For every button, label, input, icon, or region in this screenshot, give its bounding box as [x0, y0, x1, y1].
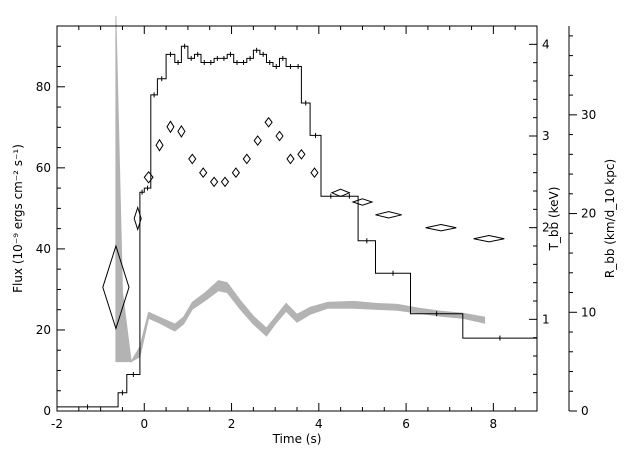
flux-tick-label: 40 — [36, 242, 51, 256]
tbb-diamond — [209, 176, 219, 188]
tbb-diamond — [102, 244, 130, 331]
tbb-diamond — [473, 234, 505, 243]
rbb-axis-label: R_bb (km/d_10 kpc) — [603, 159, 617, 278]
tbb-diamond — [220, 176, 230, 188]
x-tick-label: 4 — [315, 417, 323, 431]
tbb-diamond — [425, 223, 457, 232]
tbb-tick-label: 4 — [542, 37, 550, 51]
flux-histogram-layer — [57, 43, 537, 410]
tbb-diamond — [351, 198, 374, 206]
tbb-diamond — [297, 148, 306, 160]
x-tick-label: 6 — [402, 417, 410, 431]
x-tick-label: -2 — [51, 417, 63, 431]
rbb-tick-label: 20 — [581, 207, 596, 221]
rbb-band-layer — [115, 16, 486, 364]
tbb-diamond — [275, 130, 284, 142]
flux-histogram — [57, 45, 537, 408]
rbb-tick-label: 10 — [581, 305, 596, 319]
x-tick-label: 2 — [228, 417, 236, 431]
tbb-diamond — [242, 153, 251, 165]
rbb-band — [115, 16, 486, 364]
tbb-tick-label: 3 — [542, 129, 550, 143]
tbb-diamond — [166, 120, 175, 134]
tbb-diamond — [253, 135, 262, 147]
x-tick-label: 8 — [490, 417, 498, 431]
tbb-tick-label: 2 — [542, 221, 550, 235]
tbb-diamond — [310, 167, 319, 179]
flux-axis-label: Flux (10⁻⁹ ergs cm⁻² s⁻¹) — [11, 144, 25, 293]
flux-tick-label: 80 — [36, 80, 51, 94]
tbb-diamond — [375, 211, 402, 219]
flux-tick-label: 0 — [43, 404, 51, 418]
tbb-diamond — [330, 188, 351, 198]
flux-tick-label: 20 — [36, 323, 51, 337]
rbb-tick-label: 0 — [581, 404, 589, 418]
tbb-diamond — [188, 153, 197, 165]
rbb-tick-label: 30 — [581, 108, 596, 122]
tbb-diamond — [264, 116, 273, 128]
tbb-diamond — [286, 153, 295, 165]
flux-tick-label: 60 — [36, 161, 51, 175]
tbb-diamond — [177, 124, 186, 138]
x-tick-label: 0 — [140, 417, 148, 431]
tbb-diamond — [133, 205, 142, 232]
tbb-diamond — [199, 167, 208, 179]
x-axis-label: Time (s) — [272, 432, 322, 446]
tbb-diamond — [231, 167, 241, 179]
tbb-diamond — [155, 138, 164, 152]
tbb-diamond-layer — [102, 116, 505, 331]
tbb-diamond — [143, 170, 154, 184]
tbb-tick-label: 1 — [542, 312, 550, 326]
tbb-axis-label: T_bb (keV) — [547, 187, 561, 252]
